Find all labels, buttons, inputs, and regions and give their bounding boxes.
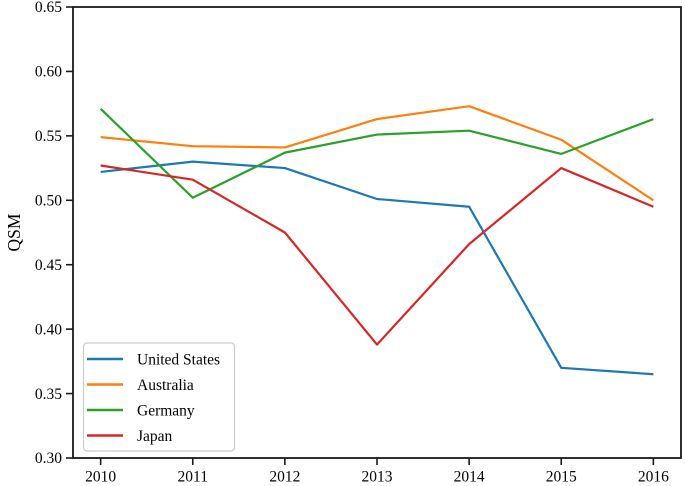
legend-label-japan: Japan [137, 428, 173, 445]
y-tick-label: 0.55 [35, 128, 62, 145]
y-axis-title: QSM [4, 213, 24, 251]
series-line-united-states [100, 160, 654, 376]
y-tick-label: 0.30 [35, 450, 62, 467]
x-tick-label: 2013 [362, 469, 393, 486]
legend-label-germany: Germany [137, 403, 195, 420]
series-lines [99, 105, 654, 376]
y-tick-label: 0.40 [35, 321, 62, 338]
legend-box [82, 342, 236, 452]
y-tick-label: 0.65 [35, 0, 62, 16]
x-axis: 2010 2011 2012 2013 2014 2015 2016 [85, 458, 669, 486]
x-tick-label: 2011 [178, 469, 208, 486]
x-tick-label: 2016 [638, 469, 669, 486]
x-tick-label: 2012 [269, 469, 300, 486]
x-tick-label: 2015 [546, 469, 577, 486]
legend: United States Australia Germany Japan [82, 342, 236, 452]
y-tick-label: 0.50 [35, 192, 62, 209]
legend-label-australia: Australia [137, 377, 194, 394]
x-tick-label: 2010 [85, 469, 116, 486]
x-tick-label: 2014 [454, 469, 485, 486]
series-line-germany [99, 108, 654, 199]
series-line-australia [100, 105, 654, 202]
series-line-japan [100, 164, 654, 346]
y-tick-label: 0.45 [35, 257, 62, 274]
y-axis: 0.30 0.35 0.40 0.45 0.50 0.55 0.60 0.65 [35, 0, 73, 467]
y-tick-label: 0.35 [35, 386, 62, 403]
legend-label-united-states: United States [137, 352, 220, 369]
y-tick-label: 0.60 [35, 64, 62, 81]
